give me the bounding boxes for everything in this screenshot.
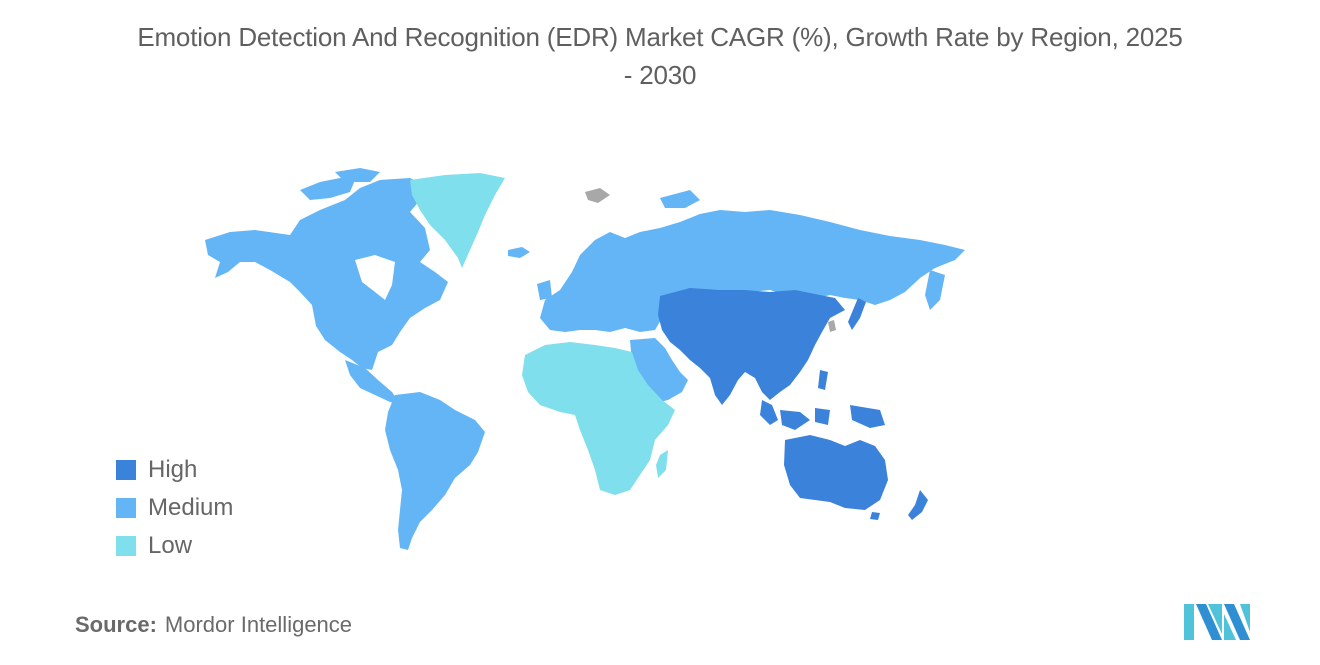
swatch-high: [116, 460, 136, 480]
region-europe-russia: [537, 190, 965, 332]
source-value: Mordor Intelligence: [164, 612, 353, 637]
region-north-america: [205, 168, 448, 404]
mordor-logo-icon: [1184, 604, 1250, 640]
region-asia-pacific: [658, 288, 928, 520]
title-line-1: Emotion Detection And Recognition (EDR) …: [137, 22, 1183, 52]
legend-item-low: Low: [116, 527, 233, 565]
region-madagascar: [656, 450, 668, 478]
region-south-america: [385, 392, 485, 550]
region-no-data: [585, 188, 836, 332]
legend: High Medium Low: [116, 451, 233, 565]
legend-label-medium: Medium: [148, 494, 234, 521]
chart-title: Emotion Detection And Recognition (EDR) …: [0, 18, 1320, 94]
source-label: Source:: [75, 612, 157, 637]
legend-item-medium: Medium: [116, 489, 233, 527]
region-greenland: [410, 173, 505, 268]
legend-label-low: Low: [148, 532, 193, 559]
swatch-medium: [116, 498, 136, 518]
title-line-2: - 2030: [623, 60, 697, 90]
region-africa: [522, 342, 675, 495]
source-footer: Source: Mordor Intelligence: [75, 612, 352, 638]
legend-label-high: High: [148, 456, 198, 483]
swatch-low: [116, 536, 136, 556]
region-iceland: [508, 247, 530, 258]
legend-item-high: High: [116, 451, 233, 489]
